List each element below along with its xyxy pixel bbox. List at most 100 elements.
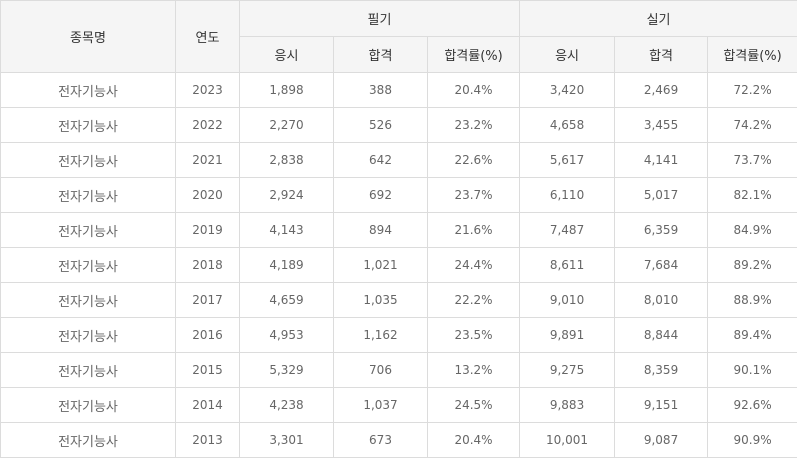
cell-written-applicants: 5,329 (239, 352, 334, 388)
cell-written-pass-rate: 24.4% (426, 247, 521, 283)
cell-written-pass-rate: 20.4% (426, 72, 521, 108)
cell-name: 전자기능사 (0, 247, 176, 283)
header-name: 종목명 (0, 0, 176, 73)
table-row: 전자기능사 2022 2,270 526 23.2% 4,658 3,455 74.2% (0, 107, 797, 143)
cell-written-passed: 526 (333, 107, 428, 143)
cell-practical-passed: 4,141 (614, 142, 709, 178)
cell-practical-applicants: 9,275 (519, 352, 616, 388)
cell-practical-applicants: 9,891 (519, 317, 616, 353)
cell-written-pass-rate: 13.2% (426, 352, 521, 388)
cell-practical-applicants: 9,883 (519, 387, 616, 423)
header-written-passed: 합격 (333, 36, 428, 73)
cell-written-passed: 1,037 (333, 387, 428, 423)
table-row: 전자기능사 2015 5,329 706 13.2% 9,275 8,359 90.1% (0, 352, 797, 388)
cell-practical-pass-rate: 88.9% (707, 282, 797, 318)
cell-written-passed: 1,021 (333, 247, 428, 283)
cell-practical-passed: 2,469 (614, 72, 709, 108)
cell-written-applicants: 2,924 (239, 177, 334, 213)
cell-practical-pass-rate: 73.7% (707, 142, 797, 178)
cell-practical-passed: 8,844 (614, 317, 709, 353)
cell-year: 2017 (175, 282, 240, 318)
cell-written-applicants: 4,143 (239, 212, 334, 248)
cell-written-applicants: 4,189 (239, 247, 334, 283)
table-row: 전자기능사 2021 2,838 642 22.6% 5,617 4,141 73.7% (0, 142, 797, 178)
cell-written-passed: 1,035 (333, 282, 428, 318)
header-written-pass-rate: 합격률(%) (426, 36, 521, 73)
cell-written-applicants: 2,838 (239, 142, 334, 178)
cell-practical-passed: 9,151 (614, 387, 709, 423)
cell-name: 전자기능사 (0, 352, 176, 388)
cell-written-pass-rate: 23.2% (426, 107, 521, 143)
cell-written-applicants: 1,898 (239, 72, 334, 108)
header-row-top: 종목명 연도 필기 실기 (0, 0, 797, 73)
cell-written-pass-rate: 21.6% (426, 212, 521, 248)
cell-practical-passed: 8,359 (614, 352, 709, 388)
header-practical-applicants: 응시 (519, 36, 616, 73)
cell-name: 전자기능사 (0, 422, 176, 458)
cell-practical-passed: 3,455 (614, 107, 709, 143)
cell-written-passed: 1,162 (333, 317, 428, 353)
header-practical-passed: 합격 (614, 36, 709, 73)
cell-practical-pass-rate: 89.2% (707, 247, 797, 283)
cell-practical-pass-rate: 89.4% (707, 317, 797, 353)
header-row-sub: 응시 합격 합격률(%) 응시 합격 합격률(%) (1, 36, 797, 73)
cell-written-applicants: 4,953 (239, 317, 334, 353)
table-row: 전자기능사 2013 3,301 673 20.4% 10,001 9,087 90.9% (0, 422, 797, 458)
table-row: 전자기능사 2020 2,924 692 23.7% 6,110 5,017 82.1% (0, 177, 797, 213)
cell-year: 2023 (175, 72, 240, 108)
cell-year: 2018 (175, 247, 240, 283)
cell-written-passed: 642 (333, 142, 428, 178)
cell-name: 전자기능사 (0, 282, 176, 318)
cell-year: 2016 (175, 317, 240, 353)
cell-written-pass-rate: 23.5% (426, 317, 521, 353)
cell-practical-pass-rate: 92.6% (707, 387, 797, 423)
cell-practical-pass-rate: 82.1% (707, 177, 797, 213)
table-row: 전자기능사 2018 4,189 1,021 24.4% 8,611 7,684 89.2% (0, 247, 797, 283)
cell-written-pass-rate: 24.5% (426, 387, 521, 423)
cell-written-pass-rate: 20.4% (426, 422, 521, 458)
table-row: 전자기능사 2016 4,953 1,162 23.5% 9,891 8,844 89.4% (0, 317, 797, 353)
header-year: 연도 (175, 0, 240, 73)
cell-practical-applicants: 8,611 (519, 247, 616, 283)
cell-written-passed: 894 (333, 212, 428, 248)
cell-practical-passed: 6,359 (614, 212, 709, 248)
cell-practical-pass-rate: 90.9% (707, 422, 797, 458)
cell-practical-passed: 9,087 (614, 422, 709, 458)
cell-practical-pass-rate: 72.2% (707, 72, 797, 108)
cell-written-passed: 692 (333, 177, 428, 213)
cell-year: 2015 (175, 352, 240, 388)
cell-name: 전자기능사 (0, 317, 176, 353)
cell-written-applicants: 4,659 (239, 282, 334, 318)
cell-practical-applicants: 7,487 (519, 212, 616, 248)
cell-practical-passed: 8,010 (614, 282, 709, 318)
table-body: 전자기능사 2023 1,898 388 20.4% 3,420 2,469 72.2% 전자기… (0, 72, 797, 458)
cell-practical-applicants: 5,617 (519, 142, 616, 178)
cell-practical-applicants: 3,420 (519, 72, 616, 108)
cell-year: 2019 (175, 212, 240, 248)
cell-year: 2013 (175, 422, 240, 458)
cell-written-applicants: 3,301 (239, 422, 334, 458)
table-row: 전자기능사 2014 4,238 1,037 24.5% 9,883 9,151 92.6% (0, 387, 797, 423)
cell-written-applicants: 2,270 (239, 107, 334, 143)
table-row: 전자기능사 2023 1,898 388 20.4% 3,420 2,469 72.2% (0, 72, 797, 108)
cell-practical-passed: 5,017 (614, 177, 709, 213)
cell-written-passed: 673 (333, 422, 428, 458)
cell-practical-applicants: 4,658 (519, 107, 616, 143)
header-written-applicants: 응시 (239, 36, 334, 73)
cell-name: 전자기능사 (0, 72, 176, 108)
cell-practical-applicants: 9,010 (519, 282, 616, 318)
cell-name: 전자기능사 (0, 177, 176, 213)
header-practical-pass-rate: 합격률(%) (707, 36, 797, 73)
table-header: 종목명 연도 필기 실기 응시 합격 합격률(%) 응시 합격 합격률(%) (0, 0, 797, 73)
cell-written-pass-rate: 22.6% (426, 142, 521, 178)
cell-name: 전자기능사 (0, 107, 176, 143)
cell-practical-pass-rate: 84.9% (707, 212, 797, 248)
cell-practical-pass-rate: 90.1% (707, 352, 797, 388)
cell-year: 2022 (175, 107, 240, 143)
cell-year: 2021 (175, 142, 240, 178)
header-practical: 실기 (519, 0, 797, 37)
cell-practical-applicants: 6,110 (519, 177, 616, 213)
cell-name: 전자기능사 (0, 142, 176, 178)
table-row: 전자기능사 2019 4,143 894 21.6% 7,487 6,359 84.9% (0, 212, 797, 248)
header-written: 필기 (238, 0, 521, 37)
